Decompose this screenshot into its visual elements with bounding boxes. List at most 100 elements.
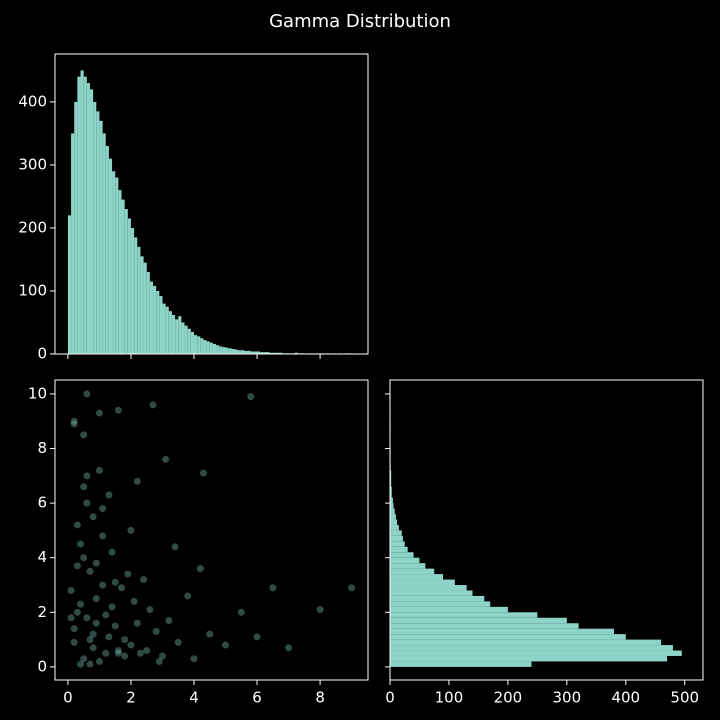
bar <box>143 262 147 354</box>
point <box>73 608 81 616</box>
bar <box>140 256 144 354</box>
bar <box>130 227 135 354</box>
bar <box>260 352 264 354</box>
point <box>237 608 245 616</box>
point <box>152 627 160 635</box>
bar <box>206 341 210 354</box>
point <box>86 636 94 644</box>
point <box>105 633 113 641</box>
x-tick-label: 0 <box>385 689 395 707</box>
bar <box>209 342 213 354</box>
point <box>83 614 91 622</box>
bar <box>190 331 195 354</box>
bar <box>275 352 280 354</box>
point <box>70 638 78 646</box>
bar <box>225 347 229 354</box>
bar <box>127 218 131 354</box>
bar <box>272 352 276 354</box>
bar <box>244 350 248 354</box>
point <box>130 597 138 605</box>
bar <box>212 343 217 354</box>
bar <box>86 82 90 354</box>
point <box>222 641 230 649</box>
bar <box>390 514 396 520</box>
bar <box>390 650 682 656</box>
point <box>111 578 119 586</box>
bar <box>74 101 78 354</box>
bar <box>149 281 154 354</box>
bar <box>390 481 392 487</box>
point <box>316 606 324 614</box>
point <box>77 540 85 548</box>
point <box>102 611 110 619</box>
y-tick-label: 200 <box>18 218 47 236</box>
point <box>206 630 214 638</box>
bar <box>390 655 668 662</box>
point <box>149 401 157 409</box>
bar <box>93 101 97 354</box>
bar <box>231 348 235 354</box>
point <box>95 409 103 417</box>
point <box>73 562 81 570</box>
bar <box>390 497 393 504</box>
point <box>105 491 113 499</box>
x-tick-label: 100 <box>435 689 464 707</box>
y-tick-label: 0 <box>37 657 47 675</box>
point <box>99 581 107 589</box>
bar <box>294 352 299 354</box>
bar <box>99 120 103 354</box>
bar <box>390 552 414 558</box>
point <box>89 513 97 521</box>
bar <box>390 470 392 476</box>
bar <box>228 348 232 354</box>
bar <box>83 76 87 354</box>
point <box>133 619 141 627</box>
bar <box>112 171 116 354</box>
bar <box>200 338 204 354</box>
bar <box>269 352 273 354</box>
point <box>118 584 126 592</box>
point <box>121 636 129 644</box>
bar <box>390 519 398 525</box>
bar <box>178 316 182 354</box>
point <box>80 655 88 663</box>
bar <box>390 628 614 635</box>
y-tick-label: 10 <box>28 384 47 402</box>
bar <box>105 146 109 354</box>
bar <box>238 350 242 354</box>
point <box>83 390 91 398</box>
bar <box>80 70 84 355</box>
bar <box>390 574 444 580</box>
point <box>70 420 78 428</box>
bar <box>89 89 94 354</box>
point <box>114 647 122 655</box>
point <box>140 576 148 584</box>
point <box>111 622 119 630</box>
figure-title: Gamma Distribution <box>269 11 451 32</box>
point <box>348 584 356 592</box>
bar <box>390 645 673 651</box>
bar <box>168 311 172 354</box>
bar <box>390 508 395 515</box>
bar <box>184 325 188 354</box>
point <box>102 649 110 657</box>
bar <box>146 272 150 354</box>
bar <box>67 215 72 354</box>
bar <box>77 76 81 354</box>
bar <box>241 350 245 354</box>
bar <box>187 328 191 354</box>
point <box>89 630 97 638</box>
point <box>108 548 116 556</box>
point <box>83 472 91 480</box>
bar <box>263 352 267 354</box>
bar <box>390 639 662 646</box>
bar <box>234 349 239 354</box>
bar <box>390 530 402 536</box>
point <box>73 521 81 529</box>
point <box>95 657 103 665</box>
bar <box>390 568 435 575</box>
point <box>99 532 107 540</box>
point <box>143 647 151 655</box>
point <box>92 559 100 567</box>
bar <box>118 190 122 354</box>
